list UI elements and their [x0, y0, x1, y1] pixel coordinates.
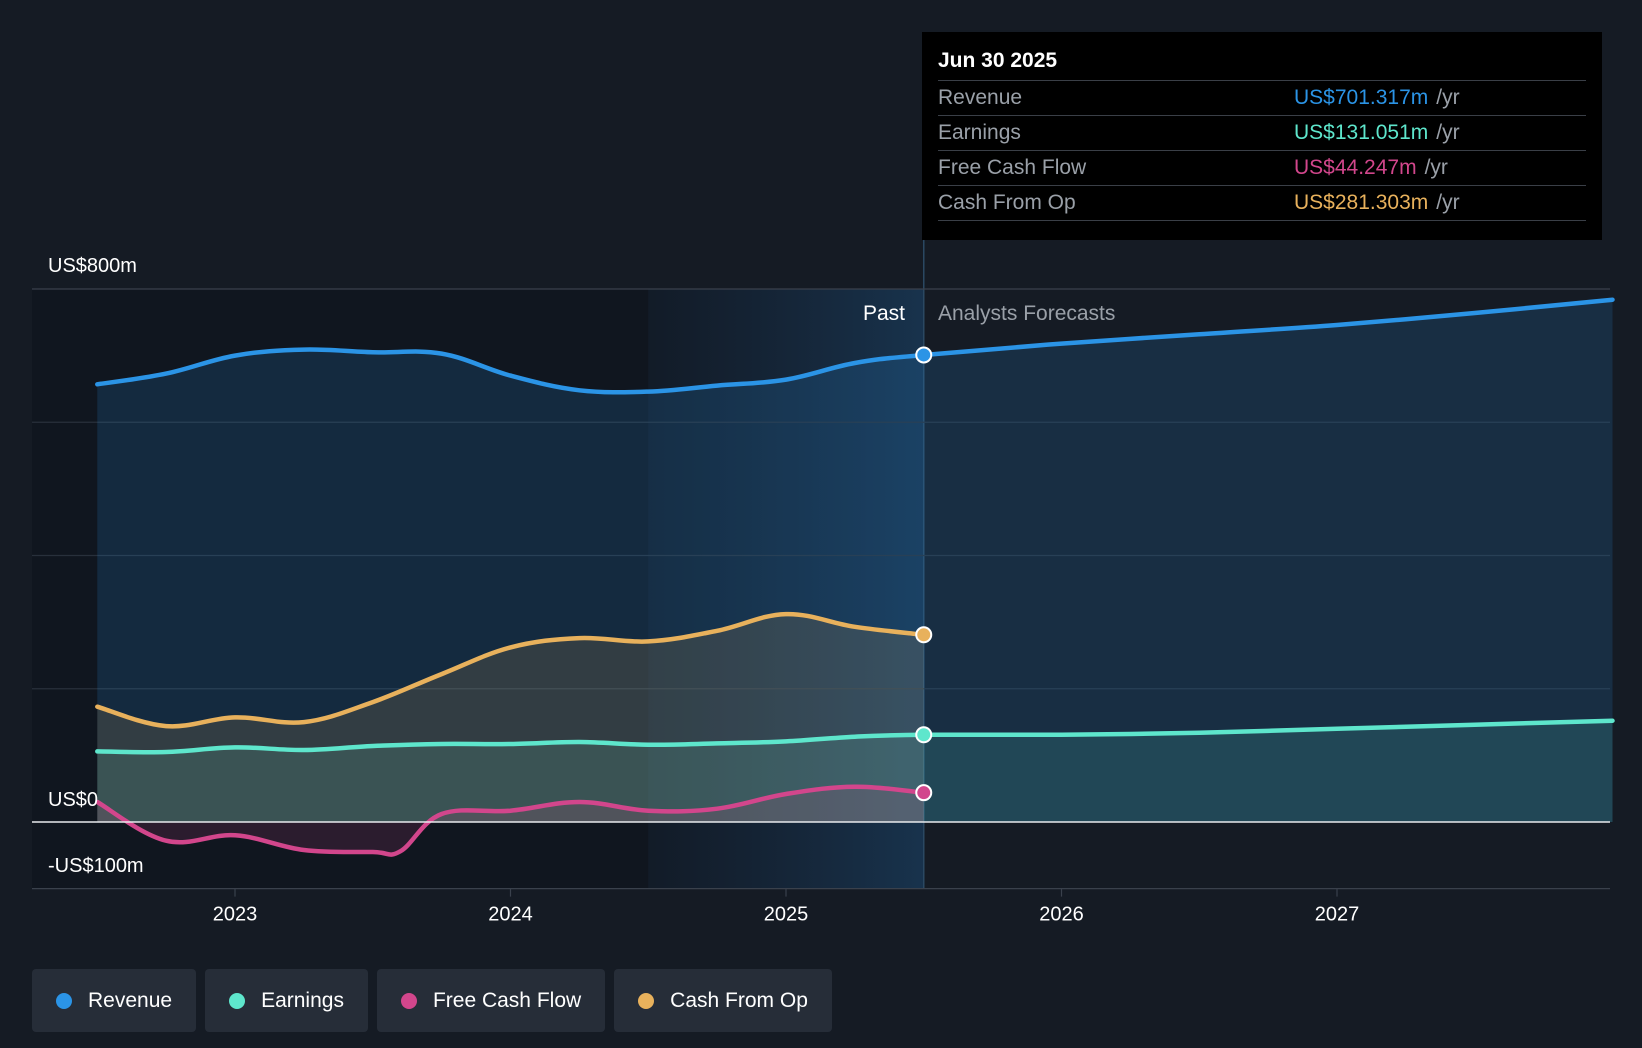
forecast-label: Analysts Forecasts	[938, 302, 1115, 325]
past-label: Past	[863, 302, 905, 325]
legend-label: Cash From Op	[670, 988, 808, 1012]
legend-item-free-cash-flow[interactable]: Free Cash Flow	[376, 969, 606, 1032]
tooltip-label: Free Cash Flow	[938, 156, 1087, 179]
tooltip-value: US$281.303m	[1294, 191, 1429, 214]
marker-revenue	[915, 346, 933, 364]
tooltip-date: Jun 30 2025	[938, 46, 1586, 81]
tooltip-row-cash-from-op: Cash From Op US$281.303m /yr	[938, 186, 1586, 221]
legend: Revenue Earnings Free Cash Flow Cash Fro…	[32, 969, 832, 1032]
area-free-cash-flow	[97, 786, 924, 855]
area-revenue	[97, 299, 1613, 822]
marker-cash-from-op	[915, 626, 933, 644]
area-cash-from-op	[97, 614, 924, 822]
y-axis-top-label: US$800m	[48, 255, 137, 277]
legend-dot-icon	[56, 992, 72, 1009]
y-axis-zero-label: US$0	[48, 789, 98, 811]
tooltip-unit: /yr	[1436, 191, 1460, 214]
line-free-cash-flow	[95, 784, 927, 857]
legend-item-revenue[interactable]: Revenue	[32, 969, 197, 1032]
legend-dot-icon	[400, 992, 417, 1009]
y-axis-bottom-label: -US$100m	[48, 855, 144, 877]
tooltip: Jun 30 2025 Revenue US$701.317m /yr Earn…	[922, 32, 1602, 240]
tooltip-unit: /yr	[1436, 121, 1460, 144]
x-tick-label: 2027	[1315, 904, 1360, 926]
line-cash-from-op	[95, 611, 927, 729]
tooltip-value: US$44.247m	[1294, 156, 1417, 179]
legend-label: Earnings	[261, 988, 344, 1012]
tooltip-label: Earnings	[938, 121, 1021, 144]
tooltip-label: Revenue	[938, 86, 1023, 109]
x-tick-label: 2026	[1039, 904, 1084, 926]
tooltip-row-revenue: Revenue US$701.317m /yr	[938, 81, 1586, 116]
legend-label: Revenue	[88, 988, 173, 1012]
tooltip-row-earnings: Earnings US$131.051m /yr	[938, 116, 1586, 151]
x-tick-label: 2023	[213, 904, 258, 926]
x-tick-label: 2025	[764, 904, 809, 926]
tooltip-label: Cash From Op	[938, 191, 1076, 214]
tooltip-unit: /yr	[1436, 86, 1460, 109]
tooltip-value: US$131.051m	[1294, 121, 1429, 144]
legend-label: Free Cash Flow	[432, 988, 582, 1012]
tooltip-row-free-cash-flow: Free Cash Flow US$44.247m /yr	[938, 151, 1586, 186]
legend-item-cash-from-op[interactable]: Cash From Op	[614, 969, 832, 1032]
legend-dot-icon	[229, 992, 246, 1009]
line-revenue	[95, 297, 1615, 395]
line-earnings	[95, 718, 1615, 755]
tooltip-unit: /yr	[1424, 156, 1448, 179]
marker-free-cash-flow	[915, 784, 933, 802]
legend-dot-icon	[638, 992, 655, 1009]
tooltip-value: US$701.317m	[1294, 86, 1429, 109]
marker-earnings	[915, 726, 933, 744]
x-tick-label: 2024	[488, 904, 533, 926]
legend-item-earnings[interactable]: Earnings	[205, 969, 368, 1032]
